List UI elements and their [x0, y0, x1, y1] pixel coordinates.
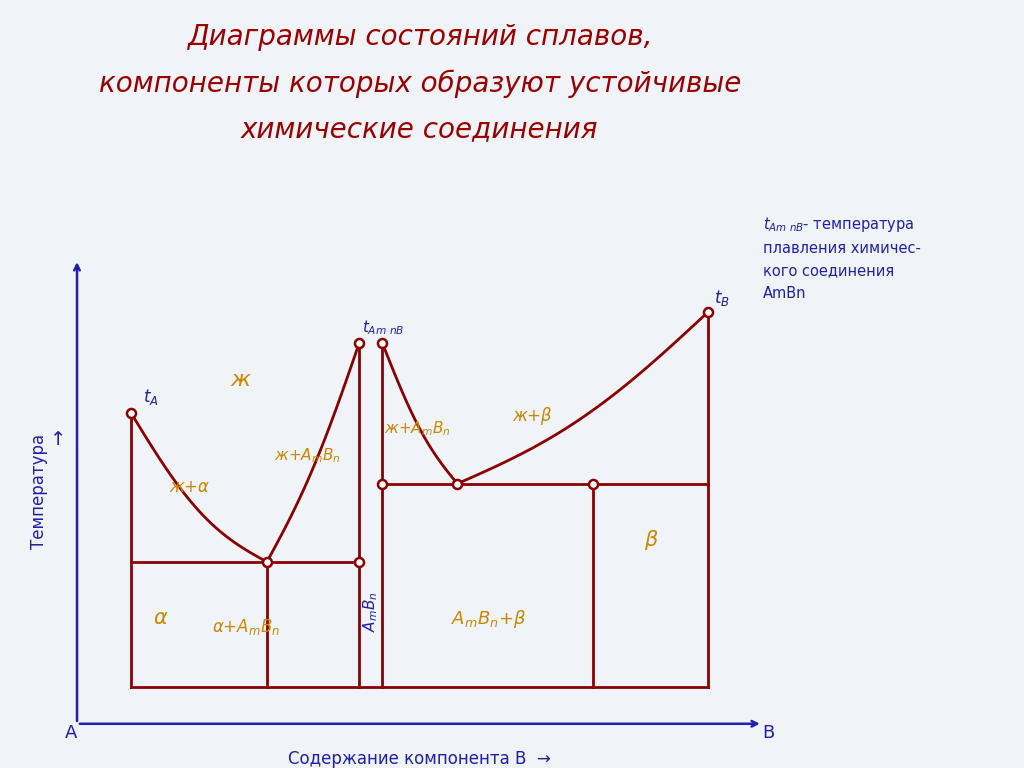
Text: ж+β: ж+β — [513, 407, 552, 425]
Text: Содержание компонента В  →: Содержание компонента В → — [289, 750, 551, 767]
Text: А: А — [65, 723, 77, 742]
Text: α: α — [154, 608, 167, 628]
Text: $t_B$: $t_B$ — [714, 288, 730, 308]
Text: $t_A$: $t_A$ — [142, 388, 159, 408]
Text: В: В — [763, 723, 775, 742]
Text: ж+A$_m$B$_n$: ж+A$_m$B$_n$ — [384, 419, 451, 438]
Text: A$_m$B$_n$+β: A$_m$B$_n$+β — [452, 608, 526, 631]
Text: ↑: ↑ — [50, 430, 67, 449]
Text: ж: ж — [231, 370, 251, 390]
Text: Диаграммы состояний сплавов,: Диаграммы состояний сплавов, — [187, 23, 652, 51]
Text: A$_m$B$_n$: A$_m$B$_n$ — [361, 591, 380, 632]
Text: Температура: Температура — [30, 434, 48, 549]
Text: $t_{Am\ nB}$- температура
плавления химичес-
кого соединения
AmBn: $t_{Am\ nB}$- температура плавления хими… — [763, 215, 921, 300]
Text: ж+α: ж+α — [169, 478, 209, 495]
Text: ж+A$_m$B$_n$: ж+A$_m$B$_n$ — [273, 446, 341, 465]
Text: $t_{Am\ nB}$: $t_{Am\ nB}$ — [362, 319, 404, 337]
Text: химические соединения: химические соединения — [241, 115, 599, 143]
Text: β: β — [644, 530, 657, 550]
Text: компоненты которых образуют устойчивые: компоненты которых образуют устойчивые — [98, 69, 741, 98]
Text: α+A$_m$B$_n$: α+A$_m$B$_n$ — [212, 617, 281, 637]
